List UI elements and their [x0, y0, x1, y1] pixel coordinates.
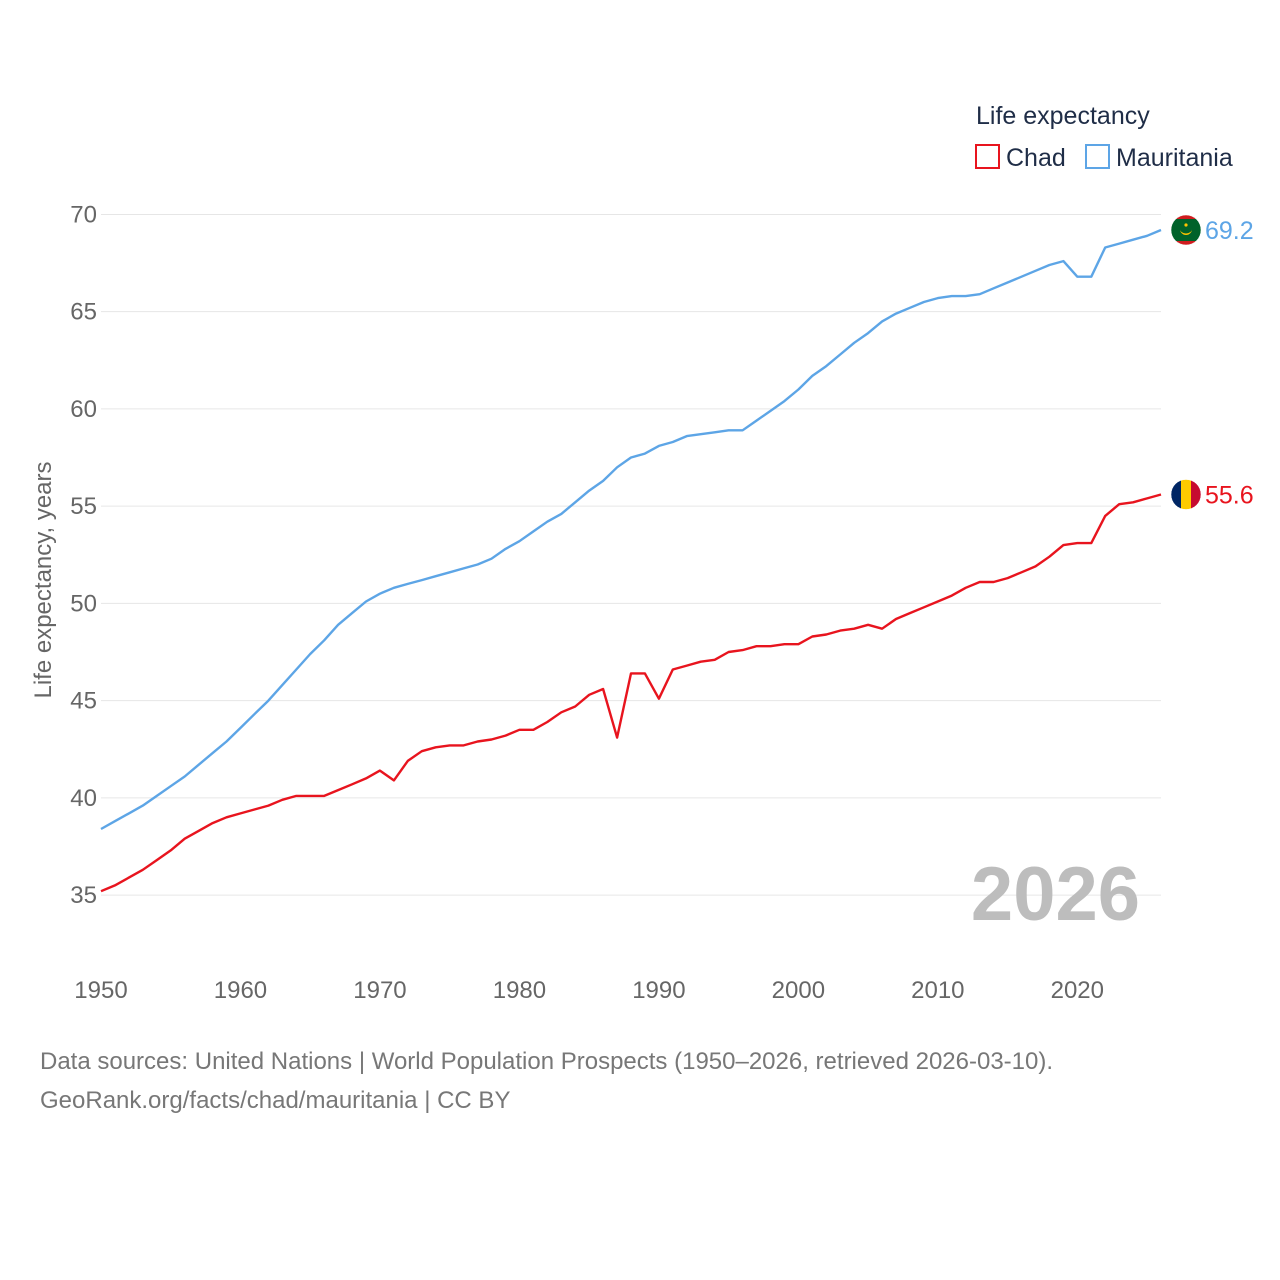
end-value-label-mauritania: 69.2 [1205, 217, 1254, 245]
year-watermark: 2026 [971, 852, 1140, 937]
x-tick-label-2000: 2000 [772, 977, 825, 1004]
data-source-text: Data sources: United Nations | World Pop… [40, 1048, 1054, 1075]
y-tick-label-60: 60 [70, 396, 97, 423]
x-tick-label-1980: 1980 [493, 977, 546, 1004]
x-tick-label-1950: 1950 [74, 977, 127, 1004]
legend-label-chad: Chad [1006, 144, 1066, 172]
x-tick-label-1970: 1970 [353, 977, 406, 1004]
y-tick-label-35: 35 [70, 882, 97, 909]
chad-flag-icon [1170, 479, 1202, 510]
series-line-mauritania [100, 228, 1162, 831]
series-lines [100, 228, 1162, 893]
y-tick-label-45: 45 [70, 688, 97, 715]
legend-item-mauritania[interactable]: Mauritania [1085, 144, 1233, 172]
x-tick-label-2010: 2010 [911, 977, 964, 1004]
y-axis-title: Life expectancy, years [30, 461, 57, 698]
line-chart: 35 40 45 50 55 60 65 70 1950 1960 1970 1980 1990 200… [30, 102, 1254, 1004]
y-axis-ticks: 35 40 45 50 55 60 65 70 [70, 201, 97, 909]
legend-item-chad[interactable]: Chad [975, 144, 1066, 172]
x-tick-label-1960: 1960 [214, 977, 267, 1004]
series-line-chad [100, 493, 1162, 893]
y-tick-label-50: 50 [70, 590, 97, 617]
y-tick-label-55: 55 [70, 493, 97, 520]
grid-lines [101, 213, 1161, 896]
y-tick-label-65: 65 [70, 299, 97, 326]
x-axis-ticks: 1950 1960 1970 1980 1990 2000 2010 2020 [74, 977, 1104, 1004]
source-note: Data sources: United Nations | World Pop… [40, 1042, 1053, 1120]
legend-swatch-chad [975, 144, 1000, 169]
end-value-label-chad: 55.6 [1205, 481, 1254, 509]
credit-link[interactable]: GeoRank.org/facts/chad/mauritania | CC B… [40, 1087, 511, 1114]
legend-swatch-mauritania [1085, 144, 1110, 169]
y-tick-label-70: 70 [70, 201, 97, 228]
end-markers: 55.6 69.2 [1170, 214, 1254, 510]
y-tick-label-40: 40 [70, 785, 97, 812]
x-tick-label-1990: 1990 [632, 977, 685, 1004]
legend-title: Life expectancy [976, 102, 1150, 130]
x-tick-label-2020: 2020 [1051, 977, 1104, 1004]
legend-label-mauritania: Mauritania [1116, 144, 1233, 172]
mauritania-flag-icon [1170, 214, 1202, 246]
legend: Life expectancy Chad Mauritania [975, 102, 1233, 172]
